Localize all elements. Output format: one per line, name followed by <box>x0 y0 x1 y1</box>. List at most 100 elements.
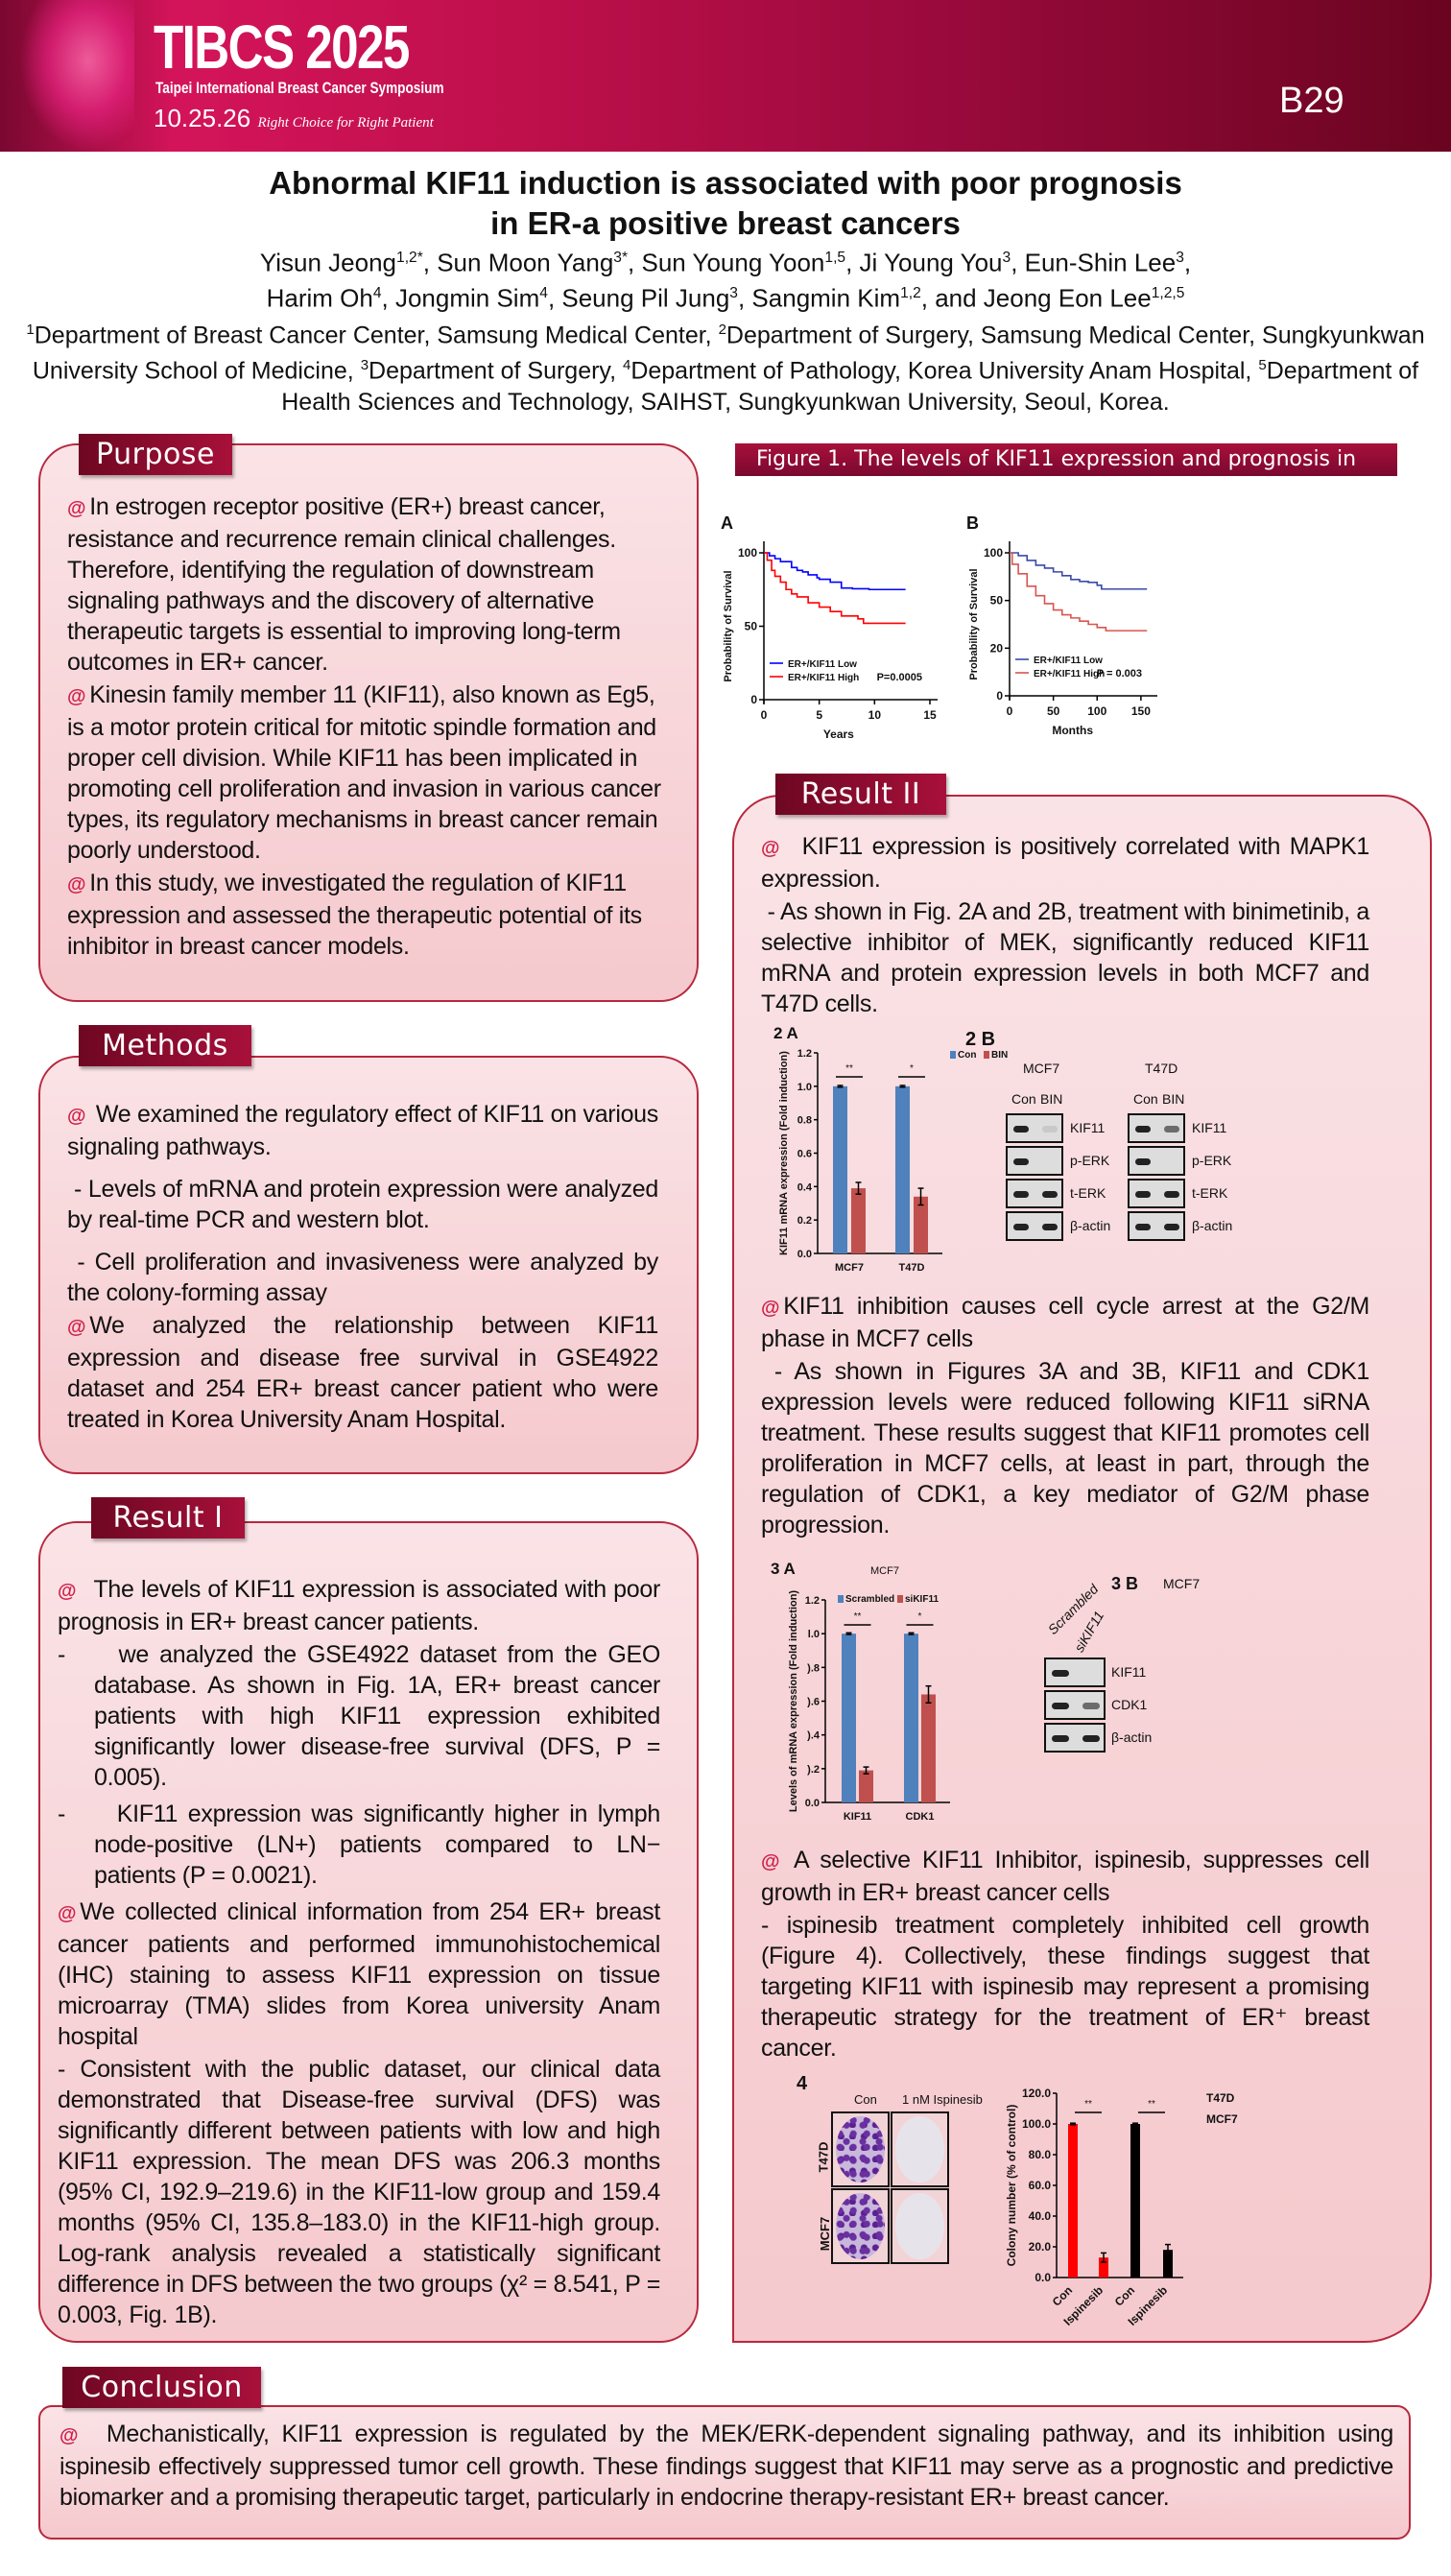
protein-label: CDK1 <box>1111 1697 1148 1712</box>
logo-title: TIBCS 2025 <box>154 12 410 82</box>
author-list: Yisun Jeong1,2*, Sun Moon Yang3*, Sun Yo… <box>0 243 1451 313</box>
protein-band <box>1013 1191 1029 1198</box>
author-affil-sup: 4 <box>372 284 382 301</box>
affil-number: 5 <box>1258 357 1267 374</box>
poster-id: B29 <box>1279 81 1344 121</box>
survival-curve-high <box>1010 552 1148 632</box>
author-name: , Jongmin Sim <box>381 283 540 313</box>
figure3b-label: 3 B <box>1111 1574 1139 1593</box>
author-affil-sup: 3 <box>729 284 738 301</box>
legend-label: ER+/KIF11 High <box>1034 669 1105 680</box>
methods-panel <box>38 1056 699 1474</box>
ribbon-logo-graphic <box>19 0 134 152</box>
colony-plate <box>895 2193 944 2259</box>
spiral-bullet-icon: @ <box>67 498 86 519</box>
protein-label: p-ERK <box>1070 1153 1110 1168</box>
control-dish-image <box>831 2111 890 2187</box>
logo-subtitle: Taipei International Breast Cancer Sympo… <box>155 79 444 97</box>
result1-panel <box>38 1521 699 2343</box>
result2-section2: @ KIF11 inhibition causes cell cycle arre… <box>761 1291 1369 1542</box>
paragraph: - As shown in Fig. 2A and 2B, treatment … <box>761 898 1369 1017</box>
methods-text: @ We examined the regulatory effect of K… <box>67 1099 658 1437</box>
author-affil-sup: 3* <box>613 250 629 266</box>
author-name: Yisun Jeong <box>259 248 397 277</box>
protein-label: KIF11 <box>1070 1120 1106 1135</box>
paragraph: Kinesin family member 11 (KIF11), also k… <box>67 681 661 864</box>
x-axis-label: Years <box>823 727 854 741</box>
western-blot-row <box>1128 1211 1185 1241</box>
protein-band <box>1052 1735 1069 1742</box>
spiral-bullet-icon: @ <box>67 686 86 707</box>
affiliation: Department of Surgery, <box>369 357 623 385</box>
methods-heading: Methods <box>79 1025 251 1066</box>
paragraph: We collected clinical information from 2… <box>58 1898 660 2050</box>
lane-label: BIN <box>1162 1091 1185 1107</box>
protein-band <box>1135 1224 1151 1230</box>
colony-plate <box>836 2116 885 2182</box>
header-banner: TIBCS 2025 Taipei International Breast C… <box>0 0 1451 152</box>
paragraph: Mechanistically, KIF11 expression is reg… <box>59 2421 1393 2511</box>
paragraph: In this study, we investigated the regul… <box>67 870 642 960</box>
affiliation: Department of Surgery, Samsung Medical C… <box>32 322 1425 385</box>
protein-band <box>1135 1191 1151 1198</box>
purpose-panel <box>38 443 699 1002</box>
row-label: MCF7 <box>818 2216 833 2252</box>
spiral-bullet-icon: @ <box>67 874 86 895</box>
result2-heading: Result II <box>775 774 946 815</box>
spiral-bullet-icon: @ <box>761 838 780 859</box>
protein-label: β-actin <box>1070 1218 1111 1233</box>
protein-band <box>1135 1126 1151 1133</box>
logo-date: 10.25.26 Right Choice for Right Patient <box>154 104 434 133</box>
conclusion-text: @ Mechanistically, KIF11 expression is r… <box>59 2419 1393 2515</box>
protein-band <box>1013 1126 1029 1133</box>
result2-section3: @ A selective KIF11 Inhibitor, ispinesib… <box>761 1845 1369 2065</box>
y-tick-label: 100 <box>984 546 1003 560</box>
author-affil-sup: 1,2* <box>396 250 423 266</box>
spiral-bullet-icon: @ <box>59 2425 79 2446</box>
author-affil-sup: 1,2,5 <box>1151 284 1185 301</box>
author-name: , Ji Young You <box>845 248 1003 277</box>
column-label: 1 nM Ispinesib <box>902 2092 983 2107</box>
blot-cell-line: MCF7 <box>1023 1061 1060 1076</box>
blot-cell-line: T47D <box>1145 1061 1178 1076</box>
affiliation: Department of Pathology, Korea Universit… <box>630 357 1259 385</box>
x-tick-label: 50 <box>1047 704 1060 718</box>
author-affil-sup: 4 <box>539 284 548 301</box>
panel-label: B <box>966 513 979 533</box>
paragraph: - Consistent with the public dataset, ou… <box>58 2056 660 2328</box>
western-blot-row <box>1006 1146 1063 1176</box>
affiliation: Department of Health Sciences and Techno… <box>281 357 1419 416</box>
protein-band <box>1052 1703 1069 1709</box>
protein-label: p-ERK <box>1192 1153 1232 1168</box>
spiral-bullet-icon: @ <box>761 1298 780 1319</box>
affiliations: 1Department of Breast Cancer Center, Sam… <box>10 315 1441 417</box>
figure3b-cell: MCF7 <box>1163 1576 1201 1591</box>
spiral-bullet-icon: @ <box>58 1903 77 1924</box>
survival-curve-low <box>764 552 906 591</box>
western-blot-row <box>1006 1113 1063 1143</box>
section-title: KIF11 inhibition causes cell cycle arres… <box>761 1293 1369 1352</box>
western-blot-row <box>1128 1179 1185 1208</box>
author-name: , Eun-Shin Lee <box>1011 248 1177 277</box>
protein-band <box>1052 1670 1069 1677</box>
x-tick-label: 5 <box>816 708 822 722</box>
paragraph: we analyzed the GSE4922 dataset from the… <box>94 1641 660 1791</box>
legend-label: ER+/KIF11 Low <box>1034 656 1103 666</box>
paragraph: - As shown in Figures 3A and 3B, KIF11 a… <box>761 1358 1369 1538</box>
colony-plate <box>895 2116 944 2182</box>
protein-band <box>1164 1126 1179 1133</box>
purpose-heading: Purpose <box>79 434 232 475</box>
paragraph: - Cell proliferation and invasiveness we… <box>67 1249 658 1306</box>
title-line: in ER-a positive breast cancers <box>490 205 961 241</box>
control-dish-image <box>831 2188 890 2264</box>
affil-number: 2 <box>718 322 726 338</box>
affil-number: 1 <box>26 322 35 338</box>
author-affil-sup: 1,2 <box>900 284 921 301</box>
result1-text: @ The levels of KIF11 expression is asso… <box>58 1576 660 2328</box>
affil-number: 4 <box>622 357 631 374</box>
conclusion-heading: Conclusion <box>62 2367 261 2408</box>
protein-band <box>1164 1224 1179 1230</box>
protein-label: β-actin <box>1111 1729 1153 1745</box>
y-tick-label: 20 <box>990 641 1004 655</box>
author-name: Harim Oh <box>266 283 373 313</box>
